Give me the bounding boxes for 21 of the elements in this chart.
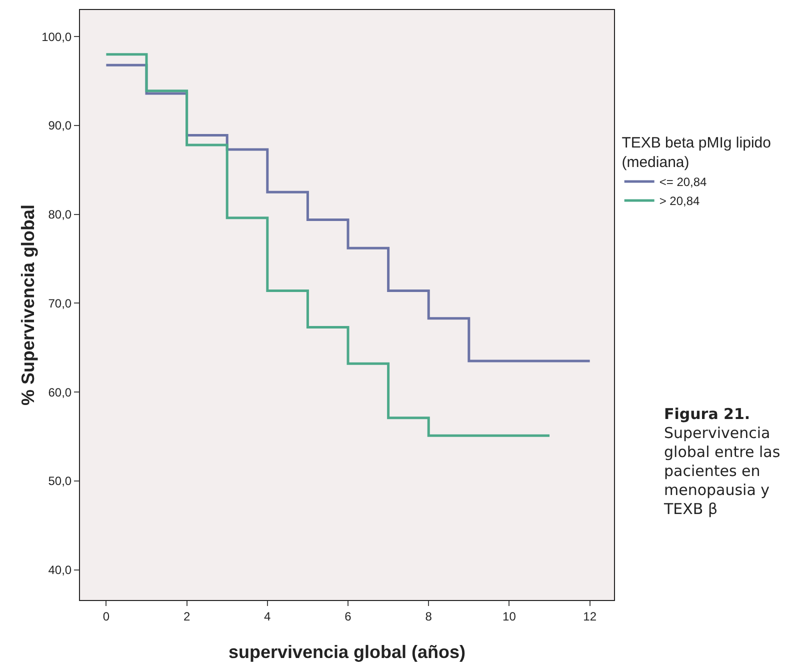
- text: Figura 21.: [664, 405, 752, 424]
- y-tick-label: 70,0: [48, 296, 72, 310]
- legend-title: TEXB beta pMIg lipido (mediana): [622, 134, 771, 171]
- text: Supervivencia global entre las pacientes en menopausia y TEXB β: [664, 424, 782, 519]
- legend-label: > 20,84: [659, 194, 700, 208]
- legend-label: <= 20,84: [659, 175, 708, 190]
- y-axis-title: % Supervivencia global: [18, 204, 38, 406]
- y-tick-label: 90,0: [48, 118, 72, 133]
- x-tick-label: 4: [264, 609, 272, 624]
- x-tick-label: 0: [102, 609, 110, 624]
- y-tick-label: 100,0: [42, 30, 72, 44]
- x-tick-label: 8: [425, 609, 432, 624]
- x-tick-label: 12: [583, 609, 597, 624]
- x-axis-title: supervivencia global (años): [228, 642, 466, 662]
- y-tick-label: 80,0: [48, 208, 72, 222]
- y-tick-label: 60,0: [48, 385, 72, 400]
- x-tick-label: 2: [183, 609, 190, 624]
- y-tick-label: 50,0: [48, 474, 72, 488]
- x-tick-label: 10: [502, 609, 516, 624]
- x-tick-label: 6: [344, 609, 352, 624]
- y-tick-label: 40,0: [48, 562, 72, 577]
